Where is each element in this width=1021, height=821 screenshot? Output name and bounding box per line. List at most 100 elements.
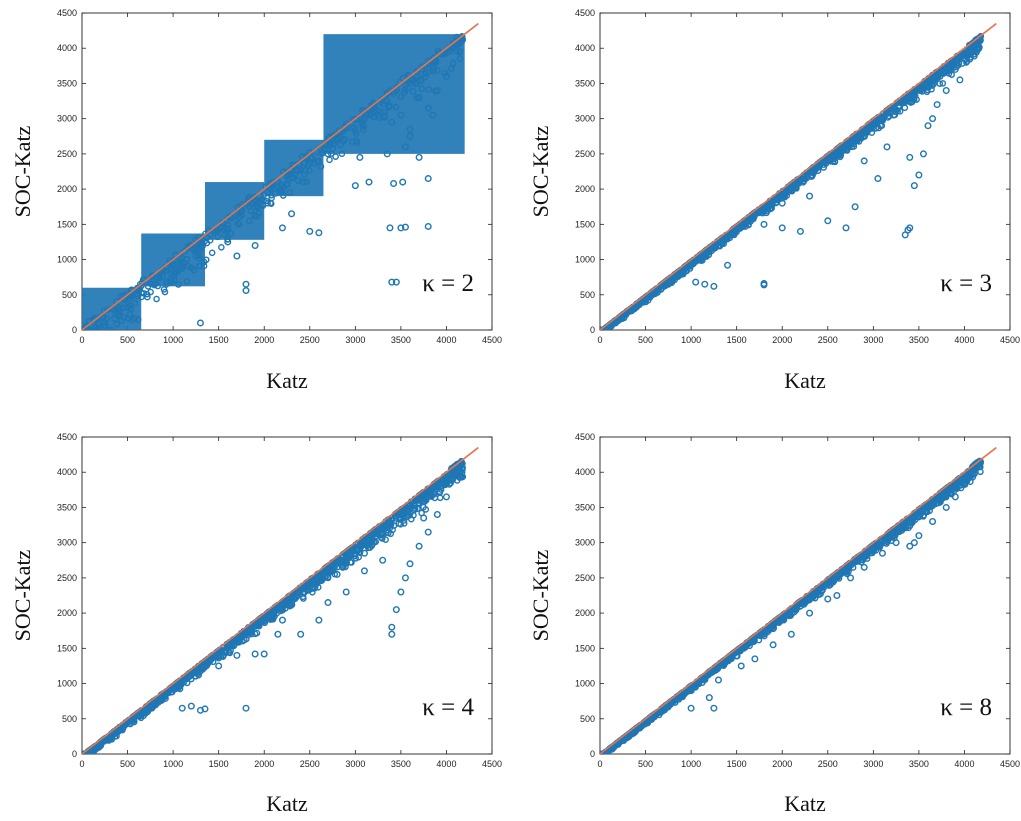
data-point (161, 691, 169, 698)
data-point (806, 192, 814, 200)
reference-line (82, 22, 479, 330)
data-point (631, 305, 638, 313)
data-point (612, 319, 620, 326)
data-point (221, 231, 228, 238)
x-tick-label: 4000 (436, 335, 456, 345)
data-point (727, 231, 734, 239)
data-point (315, 616, 323, 624)
data-point (421, 497, 429, 505)
data-point (167, 275, 175, 283)
data-point (401, 143, 409, 151)
data-point (906, 153, 914, 161)
data-point (90, 326, 97, 330)
data-point (285, 600, 293, 608)
data-point (169, 686, 176, 693)
data-point (976, 37, 983, 44)
data-point (825, 154, 833, 161)
data-point (677, 270, 684, 278)
x-tick-label: 3000 (863, 759, 883, 769)
y-tick-label: 3000 (575, 114, 595, 124)
data-point (224, 235, 232, 243)
data-point (434, 47, 442, 55)
data-point (442, 72, 450, 80)
data-point (233, 636, 241, 643)
reference-line (600, 22, 997, 330)
data-point (425, 86, 433, 93)
x-tick-label: 2000 (254, 759, 274, 769)
data-point (360, 567, 368, 575)
data-point (200, 258, 208, 266)
data-point (288, 174, 296, 182)
data-point (812, 165, 820, 173)
data-point (386, 224, 394, 232)
y-axis-label: SOC-Katz (10, 549, 35, 641)
data-point (153, 295, 160, 303)
data-point (162, 267, 169, 275)
data-point (969, 44, 976, 51)
y-tick-label: 4500 (57, 432, 77, 442)
data-point (183, 278, 191, 285)
data-point (337, 141, 344, 149)
data-point (700, 253, 707, 261)
x-tick-label: 2500 (300, 335, 320, 345)
data-point (406, 560, 414, 568)
data-point (760, 281, 768, 289)
y-tick-label: 3000 (575, 538, 595, 548)
x-axis-label: Katz (266, 368, 308, 393)
data-point (103, 735, 111, 743)
x-tick-label: 4000 (436, 759, 456, 769)
data-point (401, 89, 408, 96)
data-point (778, 224, 786, 232)
data-point (397, 588, 405, 596)
data-point (851, 203, 859, 211)
x-tick-label: 1000 (681, 759, 701, 769)
data-point (343, 556, 351, 564)
x-tick-label: 1000 (163, 759, 183, 769)
data-point (874, 175, 882, 183)
data-point (929, 115, 937, 123)
data-point (315, 229, 323, 237)
y-tick-label: 2000 (57, 608, 77, 618)
x-tick-label: 3500 (909, 759, 929, 769)
x-tick-label: 1000 (681, 335, 701, 345)
data-point (358, 118, 366, 126)
x-tick-label: 3000 (345, 759, 365, 769)
data-point (826, 157, 834, 165)
data-point (360, 126, 367, 134)
data-point (430, 55, 438, 62)
y-tick-label: 1000 (575, 679, 595, 689)
data-point (294, 167, 301, 175)
data-point (406, 76, 414, 84)
data-point (449, 59, 457, 67)
data-point (415, 94, 423, 102)
data-point (253, 620, 261, 627)
data-point (604, 324, 611, 330)
data-point (388, 278, 396, 286)
data-point (935, 499, 942, 507)
data-point (238, 631, 246, 638)
data-point (860, 157, 868, 165)
data-point (418, 494, 425, 501)
data-point (919, 150, 927, 158)
data-point (842, 142, 849, 149)
data-point (921, 80, 929, 88)
data-point (131, 299, 139, 307)
data-point (351, 123, 358, 131)
y-tick-label: 4000 (575, 43, 595, 53)
data-point (219, 653, 227, 660)
data-point (182, 675, 190, 683)
data-point (156, 694, 164, 702)
data-point (178, 254, 185, 261)
y-tick-label: 500 (580, 714, 595, 724)
data-point (223, 224, 231, 232)
x-tick-label: 3000 (345, 335, 365, 345)
data-point (275, 605, 282, 613)
data-point (329, 567, 337, 574)
data-point (422, 69, 429, 77)
data-point (267, 184, 274, 192)
x-tick-label: 1500 (209, 335, 229, 345)
data-point (418, 85, 426, 92)
data-point (705, 251, 713, 259)
data-point (174, 261, 182, 269)
data-point (234, 220, 242, 227)
